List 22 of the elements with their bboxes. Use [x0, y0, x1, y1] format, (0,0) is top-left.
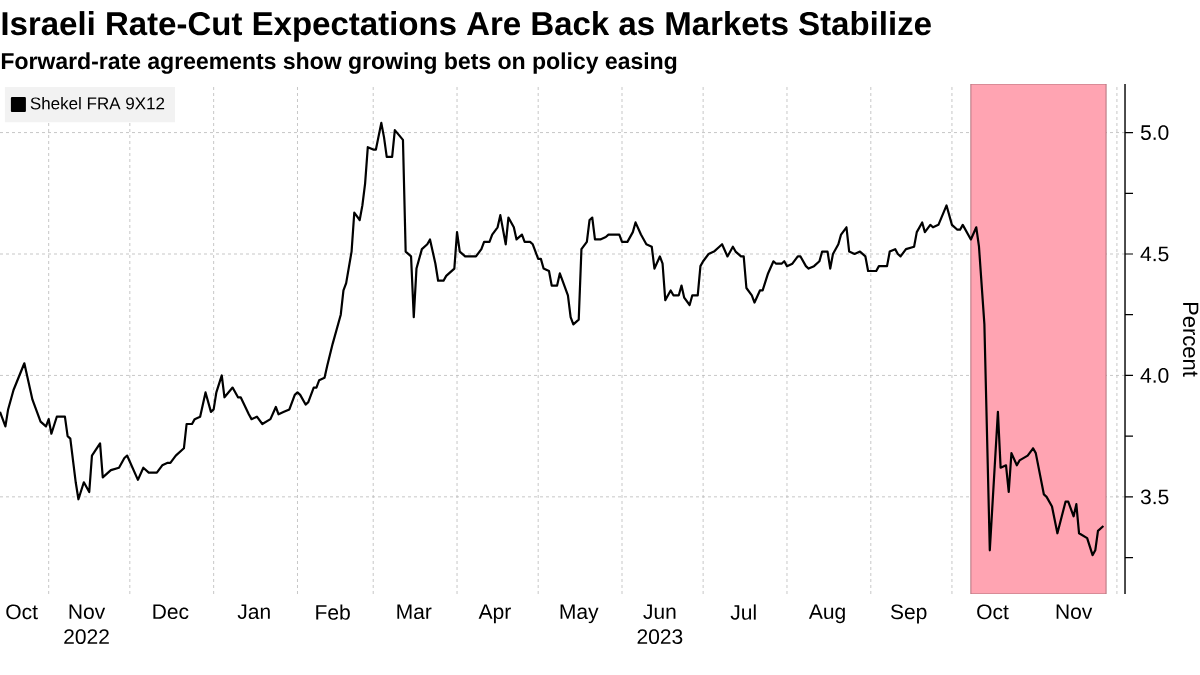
x-tick-label: May — [560, 604, 599, 624]
y-tick-label: 4.5 — [1140, 246, 1169, 262]
x-tick-label: Jan — [237, 604, 270, 620]
chart-subtitle: Forward-rate agreements show growing bets on policy easing — [1, 52, 677, 74]
x-tick-label: Nov 2022 — [64, 604, 109, 645]
x-tick-label: Sep — [890, 604, 927, 624]
x-tick-label: Aug — [808, 604, 845, 624]
y-tick-label: 4.0 — [1140, 368, 1169, 383]
y-tick-label: 5.0 — [1140, 125, 1169, 141]
x-tick-label: Dec — [153, 604, 189, 620]
y-tick-label: 3.5 — [1140, 489, 1169, 505]
chart-title: Israeli Rate-Cut Expectations Are Back as Markets Stabilize — [2, 11, 931, 42]
x-tick-label: Oct — [977, 604, 1009, 620]
x-tick-label: Feb — [316, 604, 350, 620]
x-tick-label: Jul — [730, 604, 756, 620]
x-tick-label: Jun 2023 — [637, 604, 683, 645]
x-tick-label: Mar — [397, 604, 432, 620]
y-axis-title: Percent — [1182, 302, 1199, 377]
x-tick-label: Oct — [6, 604, 38, 620]
x-tick-label: Apr — [478, 604, 511, 624]
legend-label: Shekel FRA 9X12 — [30, 96, 165, 110]
x-tick-label: Nov — [1056, 604, 1093, 620]
